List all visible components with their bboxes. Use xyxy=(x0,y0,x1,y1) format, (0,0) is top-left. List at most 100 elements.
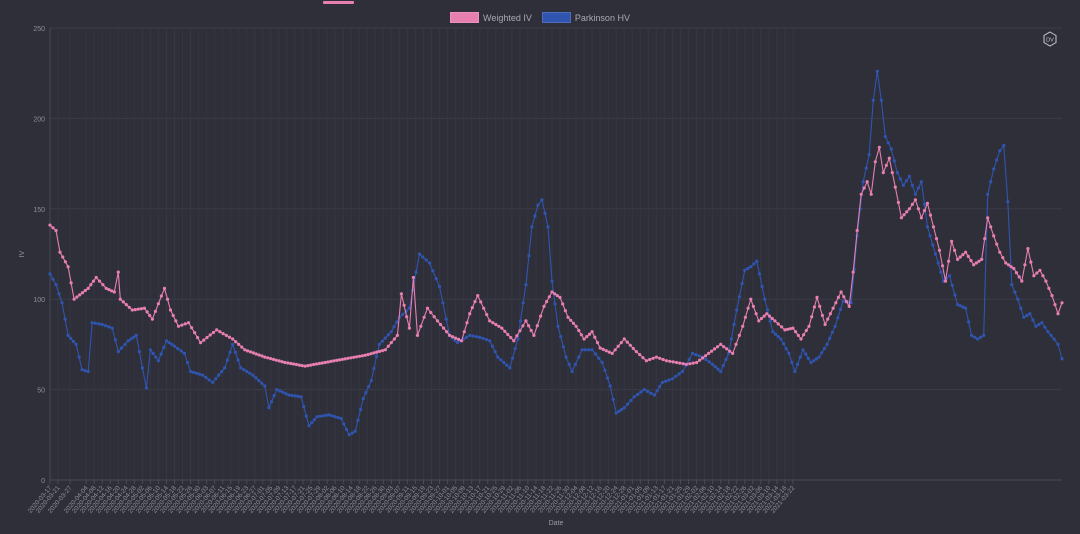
data-point-parkinson-hv xyxy=(242,368,246,372)
data-point-weighted-iv xyxy=(532,333,536,337)
data-point-weighted-iv xyxy=(762,314,766,318)
data-point-parkinson-hv xyxy=(732,322,736,327)
data-point-parkinson-hv xyxy=(931,243,935,247)
data-point-weighted-iv xyxy=(831,306,835,310)
data-point-parkinson-hv xyxy=(126,339,130,343)
data-point-weighted-iv xyxy=(587,332,592,336)
data-point-parkinson-hv xyxy=(809,360,813,365)
data-point-parkinson-hv xyxy=(367,385,371,389)
data-point-parkinson-hv xyxy=(895,171,899,175)
data-point-parkinson-hv xyxy=(104,324,108,328)
data-point-parkinson-hv xyxy=(527,254,531,258)
data-point-parkinson-hv xyxy=(667,378,671,382)
data-point-parkinson-hv xyxy=(721,363,725,368)
data-point-parkinson-hv xyxy=(820,351,824,355)
data-point-parkinson-hv xyxy=(553,302,557,306)
data-point-weighted-iv xyxy=(704,354,708,358)
data-point-parkinson-hv xyxy=(928,234,932,238)
data-point-parkinson-hv xyxy=(768,319,772,323)
data-point-parkinson-hv xyxy=(760,284,764,289)
data-point-parkinson-hv xyxy=(211,380,215,384)
legend-label-weighted-iv: Weighted IV xyxy=(483,12,532,23)
data-point-parkinson-hv xyxy=(836,316,840,320)
data-point-weighted-iv xyxy=(972,263,976,267)
data-point-weighted-iv xyxy=(862,186,866,190)
data-point-weighted-iv xyxy=(759,316,764,321)
data-point-parkinson-hv xyxy=(204,375,208,380)
data-point-weighted-iv xyxy=(910,202,915,206)
data-point-weighted-iv xyxy=(913,198,918,202)
data-point-weighted-iv xyxy=(248,350,253,354)
legend-item-weighted-iv[interactable]: Weighted IV xyxy=(450,12,532,23)
data-point-parkinson-hv xyxy=(392,325,396,329)
data-point-weighted-iv xyxy=(701,356,705,360)
data-point-parkinson-hv xyxy=(474,335,478,339)
data-point-parkinson-hv xyxy=(496,355,500,359)
data-point-parkinson-hv xyxy=(590,348,594,352)
data-point-weighted-iv xyxy=(372,351,376,355)
data-point-parkinson-hv xyxy=(198,372,202,376)
data-point-parkinson-hv xyxy=(830,330,835,334)
data-point-weighted-iv xyxy=(136,307,140,311)
data-point-parkinson-hv xyxy=(113,338,117,342)
data-point-weighted-iv xyxy=(133,308,137,312)
data-point-parkinson-hv xyxy=(939,270,943,274)
data-point-parkinson-hv xyxy=(793,369,797,374)
data-point-weighted-iv xyxy=(937,248,942,252)
data-point-weighted-iv xyxy=(947,259,951,263)
data-point-parkinson-hv xyxy=(377,342,381,346)
data-point-weighted-iv xyxy=(402,303,406,307)
series-layer xyxy=(48,69,1064,437)
data-point-weighted-iv xyxy=(834,301,838,305)
data-point-parkinson-hv xyxy=(605,376,610,380)
data-point-parkinson-hv xyxy=(597,356,601,360)
data-point-weighted-iv xyxy=(317,361,321,366)
data-point-weighted-iv xyxy=(983,237,987,241)
data-point-weighted-iv xyxy=(63,260,67,264)
data-point-parkinson-hv xyxy=(674,374,678,378)
data-point-parkinson-hv xyxy=(182,351,187,355)
data-point-weighted-iv xyxy=(1041,274,1045,278)
data-point-parkinson-hv xyxy=(1037,322,1041,327)
data-point-weighted-iv xyxy=(807,324,811,328)
data-point-parkinson-hv xyxy=(154,355,158,359)
data-point-weighted-iv xyxy=(810,315,814,319)
data-point-weighted-iv xyxy=(710,349,714,353)
data-point-parkinson-hv xyxy=(330,414,334,418)
dv-logo-icon[interactable]: DV xyxy=(1042,31,1058,47)
data-point-parkinson-hv xyxy=(167,341,171,345)
data-point-weighted-iv xyxy=(661,357,665,362)
data-point-parkinson-hv xyxy=(156,359,160,363)
data-point-parkinson-hv xyxy=(992,167,996,171)
data-point-weighted-iv xyxy=(297,363,301,367)
data-point-parkinson-hv xyxy=(74,342,78,346)
data-point-parkinson-hv xyxy=(967,320,971,324)
data-point-parkinson-hv xyxy=(550,279,554,283)
data-point-weighted-iv xyxy=(569,318,573,322)
data-point-parkinson-hv xyxy=(652,393,657,397)
data-point-weighted-iv xyxy=(1020,279,1024,283)
data-point-parkinson-hv xyxy=(524,283,528,287)
data-point-weighted-iv xyxy=(454,336,458,340)
legend-item-parkinson-hv[interactable]: Parkinson HV xyxy=(541,12,630,23)
data-point-parkinson-hv xyxy=(518,319,523,323)
legend-swatch-weighted-iv xyxy=(450,12,480,23)
data-point-weighted-iv xyxy=(196,336,200,340)
data-point-weighted-iv xyxy=(1032,274,1036,278)
data-point-parkinson-hv xyxy=(711,362,715,366)
data-point-weighted-iv xyxy=(326,360,330,364)
data-point-parkinson-hv xyxy=(488,339,492,343)
data-point-weighted-iv xyxy=(378,349,382,353)
data-point-weighted-iv xyxy=(369,352,373,356)
data-point-parkinson-hv xyxy=(170,342,174,346)
data-point-weighted-iv xyxy=(671,360,675,364)
data-point-weighted-iv xyxy=(644,359,649,363)
data-point-parkinson-hv xyxy=(773,332,778,336)
data-point-parkinson-hv xyxy=(536,203,540,207)
data-point-parkinson-hv xyxy=(431,269,435,273)
data-point-parkinson-hv xyxy=(1002,143,1006,148)
data-point-weighted-iv xyxy=(205,335,209,340)
data-point-weighted-iv xyxy=(812,305,817,309)
data-point-parkinson-hv xyxy=(752,262,756,266)
